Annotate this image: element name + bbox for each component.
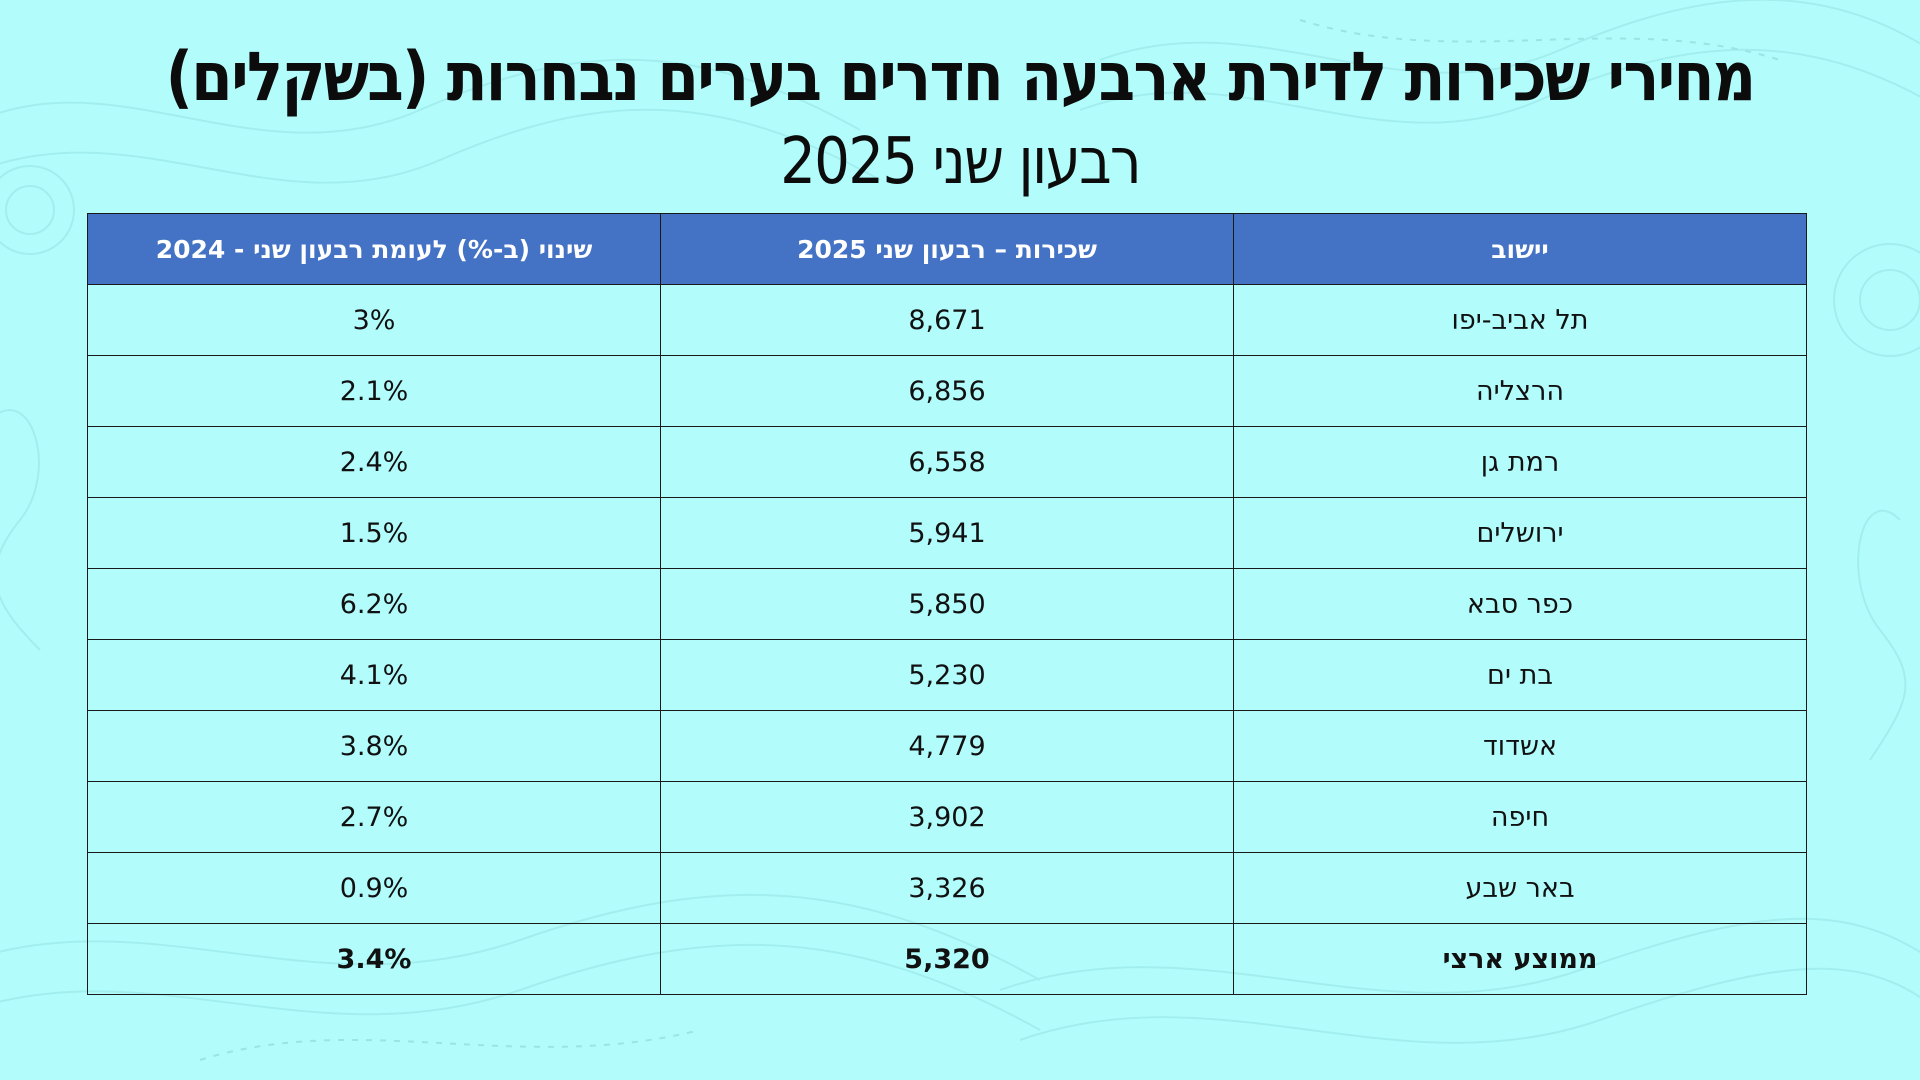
cell-rent: 3,902 xyxy=(660,781,1234,853)
cell-city: חיפה xyxy=(1233,781,1807,853)
table-row: באר שבע 3,326 0.9% xyxy=(87,852,1807,924)
cell-rent: 6,558 xyxy=(660,426,1234,498)
page-subtitle: רבעון שני 2025 xyxy=(780,125,1142,199)
cell-rent: 3,326 xyxy=(660,852,1234,924)
cell-rent: 5,850 xyxy=(660,568,1234,640)
cell-change: 3% xyxy=(87,284,661,356)
header-change: שינוי (ב-%) לעומת רבעון שני - 2024 xyxy=(87,213,661,285)
table-row-national-average: ממוצע ארצי 5,320 3.4% xyxy=(87,923,1807,995)
cell-city: הרצליה xyxy=(1233,355,1807,427)
table-row: ירושלים 5,941 1.5% xyxy=(87,497,1807,569)
cell-city: ירושלים xyxy=(1233,497,1807,569)
table-row: רמת גן 6,558 2.4% xyxy=(87,426,1807,498)
cell-city: באר שבע xyxy=(1233,852,1807,924)
cell-change: 3.4% xyxy=(87,923,661,995)
cell-rent: 8,671 xyxy=(660,284,1234,356)
page-title: מחירי שכירות לדירת ארבעה חדרים בערים נבח… xyxy=(165,38,1757,117)
cell-change: 2.4% xyxy=(87,426,661,498)
table-row: תל אביב-יפו 8,671 3% xyxy=(87,284,1807,356)
cell-change: 2.1% xyxy=(87,355,661,427)
cell-rent: 5,230 xyxy=(660,639,1234,711)
cell-city: ממוצע ארצי xyxy=(1233,923,1807,995)
cell-city: רמת גן xyxy=(1233,426,1807,498)
rent-table: יישוב שכירות – רבעון שני 2025 שינוי (ב-%… xyxy=(87,213,1807,995)
cell-change: 4.1% xyxy=(87,639,661,711)
table-row: הרצליה 6,856 2.1% xyxy=(87,355,1807,427)
table-row: כפר סבא 5,850 6.2% xyxy=(87,568,1807,640)
cell-rent: 4,779 xyxy=(660,710,1234,782)
header-rent: שכירות – רבעון שני 2025 xyxy=(660,213,1234,285)
cell-rent: 6,856 xyxy=(660,355,1234,427)
cell-change: 0.9% xyxy=(87,852,661,924)
cell-city: אשדוד xyxy=(1233,710,1807,782)
table-header-row: יישוב שכירות – רבעון שני 2025 שינוי (ב-%… xyxy=(87,213,1807,285)
cell-city: כפר סבא xyxy=(1233,568,1807,640)
cell-rent: 5,320 xyxy=(660,923,1234,995)
header-city: יישוב xyxy=(1233,213,1807,285)
table-row: אשדוד 4,779 3.8% xyxy=(87,710,1807,782)
table-row: חיפה 3,902 2.7% xyxy=(87,781,1807,853)
cell-city: בת ים xyxy=(1233,639,1807,711)
cell-change: 1.5% xyxy=(87,497,661,569)
cell-change: 6.2% xyxy=(87,568,661,640)
table-row: בת ים 5,230 4.1% xyxy=(87,639,1807,711)
cell-change: 3.8% xyxy=(87,710,661,782)
cell-city: תל אביב-יפו xyxy=(1233,284,1807,356)
cell-rent: 5,941 xyxy=(660,497,1234,569)
cell-change: 2.7% xyxy=(87,781,661,853)
